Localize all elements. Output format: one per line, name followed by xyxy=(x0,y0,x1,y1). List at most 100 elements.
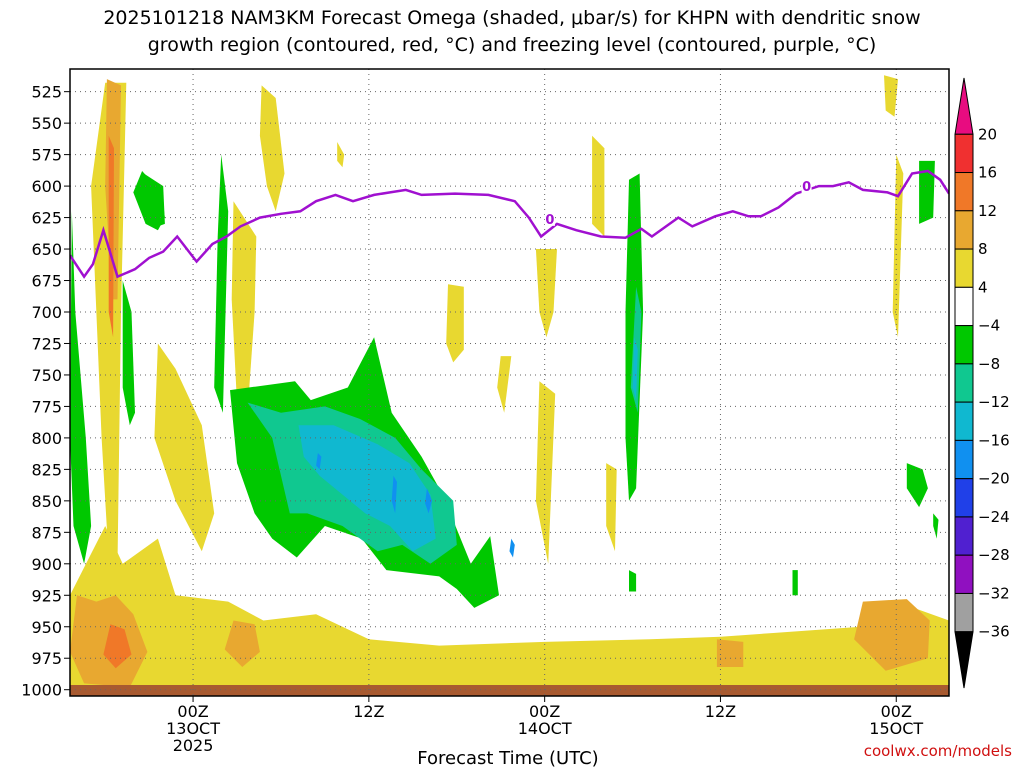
colorbar-swatch-4 xyxy=(954,248,974,288)
y-tick-label-725: 725 xyxy=(31,334,62,353)
colorbar-label-5: −4 xyxy=(978,317,1000,335)
y-tick-label-625: 625 xyxy=(31,209,62,228)
freezing-level-labels: 00 xyxy=(544,179,812,228)
freezing-level-label-1: 0 xyxy=(802,180,811,195)
y-tick-label-1000: 1000 xyxy=(21,681,62,700)
colorbar-swatch-2 xyxy=(954,172,974,212)
omega-region-19 xyxy=(606,463,617,552)
omega-region-41 xyxy=(509,538,515,558)
y-tick-label-600: 600 xyxy=(31,177,62,196)
colorbar-bottom-arrow xyxy=(954,631,974,689)
y-tick-label-675: 675 xyxy=(31,272,62,291)
freezing-level-label-bg xyxy=(801,179,812,194)
colorbar-top-arrow xyxy=(954,77,974,135)
colorbar-label-6: −8 xyxy=(978,355,1000,373)
x-tick-label: 13OCT xyxy=(166,719,220,738)
omega-region-16 xyxy=(892,154,904,338)
omega-region-30 xyxy=(906,463,928,508)
omega-region-14 xyxy=(535,381,556,564)
omega-region-4 xyxy=(854,599,930,671)
omega-region-37 xyxy=(632,337,638,401)
colorbar-swatch-1 xyxy=(954,133,974,174)
y-tick-label-700: 700 xyxy=(31,303,62,322)
y-tick-label-575: 575 xyxy=(31,146,62,165)
y-tick-label-750: 750 xyxy=(31,366,62,385)
colorbar-label-12: −32 xyxy=(978,584,1010,602)
omega-shaded-regions xyxy=(70,75,949,690)
omega-region-26 xyxy=(70,211,92,564)
colorbar-swatch-3 xyxy=(954,210,974,250)
colorbar-label-7: −12 xyxy=(978,393,1010,411)
x-tick-label: 00Z xyxy=(881,702,912,721)
y-tick-label-875: 875 xyxy=(31,523,62,542)
omega-region-32 xyxy=(629,570,637,592)
y-tick-label-800: 800 xyxy=(31,429,62,448)
colorbar-label-4: 4 xyxy=(978,278,988,296)
colorbar-label-1: 16 xyxy=(978,164,997,182)
x-tick-label: 00Z xyxy=(177,702,208,721)
omega-region-28 xyxy=(143,173,165,228)
x-tick-label: 14OCT xyxy=(518,719,572,738)
ground-surface xyxy=(70,685,949,696)
omega-region-40 xyxy=(425,488,433,514)
omega-region-2 xyxy=(103,624,132,669)
omega-region-22 xyxy=(214,154,229,413)
omega-region-11 xyxy=(259,85,285,212)
y-axis: 525 550 575 600 625 650 675 700 725 750 775 800 825 8… xyxy=(21,83,70,700)
omega-region-31 xyxy=(933,513,939,539)
colorbar-label-0: 20 xyxy=(978,125,997,143)
colorbar-label-8: −16 xyxy=(978,431,1010,449)
colorbar-label-13: −36 xyxy=(978,623,1010,641)
omega-region-17 xyxy=(884,75,898,117)
colorbar-swatch-6 xyxy=(954,325,974,365)
x-tick-label: 00Z xyxy=(529,702,560,721)
colorbar: 20 16 12 8 4 −4 −8 −12 −16 −20 −24 −28 −32 −36 xyxy=(954,77,1010,689)
y-tick-label-925: 925 xyxy=(31,586,62,605)
colorbar-label-10: −24 xyxy=(978,508,1010,526)
colorbar-swatch-10 xyxy=(954,478,974,518)
colorbar-label-3: 8 xyxy=(978,240,988,258)
omega-region-18 xyxy=(592,135,605,237)
chart-title-line-2: growth region (contoured, red, °C) and f… xyxy=(148,34,877,56)
y-tick-label-850: 850 xyxy=(31,492,62,511)
colorbar-label-9: −20 xyxy=(978,470,1010,488)
omega-region-15 xyxy=(497,356,512,413)
chart-title-line-1: 2025101218 NAM3KM Forecast Omega (shaded… xyxy=(103,7,920,29)
omega-region-38 xyxy=(316,453,322,470)
colorbar-swatch-11 xyxy=(954,516,974,556)
freezing-level-label-0: 0 xyxy=(545,213,554,228)
y-tick-label-900: 900 xyxy=(31,555,62,574)
colorbar-swatch-9 xyxy=(954,439,974,480)
omega-region-39 xyxy=(391,475,397,514)
omega-region-12 xyxy=(446,284,464,363)
freezing-level-label-bg xyxy=(544,211,555,226)
omega-region-3 xyxy=(224,620,260,667)
colorbar-swatch-7 xyxy=(954,363,974,403)
y-tick-label-525: 525 xyxy=(31,83,62,102)
colorbar-swatch-12 xyxy=(954,554,974,594)
omega-region-5 xyxy=(716,639,744,667)
omega-region-9 xyxy=(154,343,215,552)
freezing-level-line xyxy=(70,169,949,279)
x-tick-label: 15OCT xyxy=(869,719,923,738)
x-axis-title: Forecast Time (UTC) xyxy=(417,748,598,768)
x-tick-label: 2025 xyxy=(173,736,214,755)
omega-region-8 xyxy=(108,135,114,338)
y-tick-label-975: 975 xyxy=(31,649,62,668)
omega-region-10 xyxy=(231,201,257,438)
omega-region-36 xyxy=(298,425,436,552)
omega-region-29 xyxy=(919,160,935,224)
plot-area: 00 xyxy=(69,68,950,697)
y-tick-label-550: 550 xyxy=(31,114,62,133)
omega-region-27 xyxy=(122,280,135,426)
colorbar-label-11: −28 xyxy=(978,546,1010,564)
y-tick-label-825: 825 xyxy=(31,460,62,479)
y-tick-label-950: 950 xyxy=(31,618,62,637)
colorbar-swatch-5 xyxy=(954,286,974,327)
y-tick-label-775: 775 xyxy=(31,397,62,416)
plot-frame xyxy=(69,68,950,697)
colorbar-swatch-13 xyxy=(954,592,974,633)
x-tick-label: 12Z xyxy=(353,702,384,721)
